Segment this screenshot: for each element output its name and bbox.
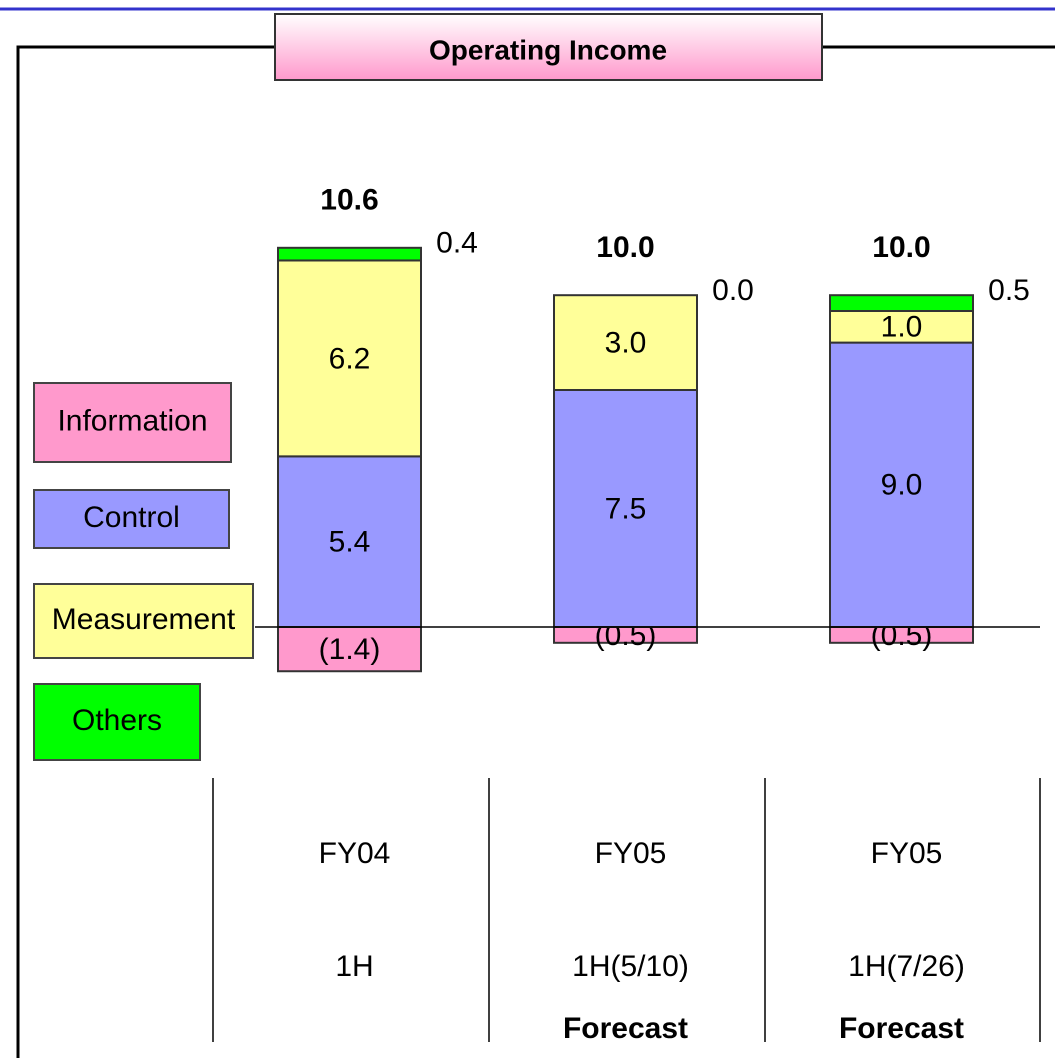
legend-label: Others <box>72 704 162 737</box>
bar-segment <box>277 626 422 673</box>
data-label: 0.0 <box>712 274 754 307</box>
category-note: Forecast <box>839 1012 964 1045</box>
legend-label: Measurement <box>52 603 236 636</box>
legend-swatch <box>33 382 232 463</box>
bar-segment <box>277 246 422 262</box>
bar-segment <box>829 294 974 313</box>
frame <box>16 45 275 1058</box>
total-label: 10.0 <box>596 231 654 264</box>
legend-label: Control <box>83 501 180 534</box>
title-box <box>274 13 823 81</box>
category-sublabel: 1H(7/26) <box>848 950 965 983</box>
data-label: 5.4 <box>329 526 371 559</box>
data-label: 9.0 <box>881 469 923 502</box>
category-label: FY05 <box>595 837 667 870</box>
data-label: 6.2 <box>329 342 371 375</box>
data-label: 1.0 <box>881 311 923 344</box>
total-label: 10.0 <box>872 231 930 264</box>
legend-label: Information <box>57 404 207 437</box>
data-label: 0.4 <box>436 227 478 260</box>
category-sublabel: 1H <box>335 950 373 983</box>
bar-segment <box>829 310 974 344</box>
legend-swatch <box>33 683 201 761</box>
chart-title: Operating Income <box>429 34 667 65</box>
data-label: 3.0 <box>605 327 647 360</box>
data-label: (1.4) <box>319 633 381 666</box>
legend-swatch <box>33 583 254 659</box>
legend-swatch <box>33 489 230 549</box>
bar-segment <box>277 455 422 628</box>
category-label: FY05 <box>871 837 943 870</box>
data-label: 7.5 <box>605 492 647 525</box>
category-label: FY04 <box>319 837 391 870</box>
total-label: 10.6 <box>320 184 378 217</box>
bar-segment <box>829 341 974 628</box>
bar-segment <box>277 259 422 458</box>
data-label: 0.5 <box>988 274 1030 307</box>
category-sublabel: 1H(5/10) <box>572 950 689 983</box>
bar-segment <box>553 294 698 392</box>
category-note: Forecast <box>563 1012 688 1045</box>
